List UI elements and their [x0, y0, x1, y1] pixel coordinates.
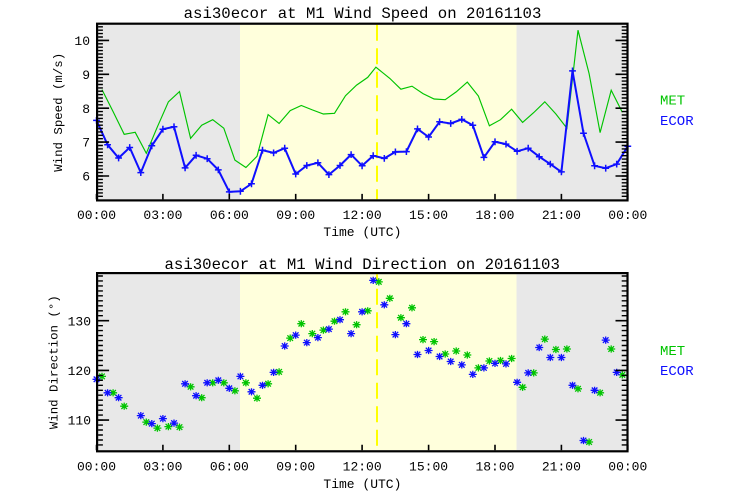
svg-text:06:00: 06:00 — [210, 459, 249, 474]
svg-text:ECOR: ECOR — [660, 364, 694, 380]
svg-text:00:00: 00:00 — [77, 208, 116, 223]
svg-text:10: 10 — [74, 34, 90, 49]
svg-text:8: 8 — [82, 102, 90, 117]
svg-text:Wind Direction (°): Wind Direction (°) — [48, 295, 62, 429]
svg-text:21:00: 21:00 — [542, 459, 581, 474]
svg-text:Wind Speed (m/s): Wind Speed (m/s) — [52, 53, 66, 172]
svg-text:06:00: 06:00 — [210, 208, 249, 223]
svg-text:asi30ecor at M1 Wind Speed on: asi30ecor at M1 Wind Speed on 20161103 — [184, 5, 542, 23]
svg-text:Time (UTC): Time (UTC) — [323, 225, 401, 240]
svg-text:15:00: 15:00 — [409, 459, 448, 474]
svg-text:MET: MET — [660, 94, 685, 110]
svg-text:6: 6 — [82, 170, 90, 185]
svg-text:12:00: 12:00 — [343, 208, 382, 223]
svg-text:110: 110 — [68, 414, 91, 429]
svg-text:7: 7 — [82, 136, 90, 151]
svg-text:15:00: 15:00 — [409, 208, 448, 223]
svg-text:09:00: 09:00 — [276, 459, 315, 474]
svg-text:09:00: 09:00 — [276, 208, 315, 223]
svg-text:03:00: 03:00 — [143, 459, 182, 474]
svg-text:12:00: 12:00 — [343, 459, 382, 474]
svg-text:00:00: 00:00 — [608, 208, 647, 223]
svg-text:9: 9 — [82, 68, 90, 83]
svg-text:asi30ecor at M1 Wind Direction: asi30ecor at M1 Wind Direction on 201611… — [165, 256, 560, 274]
svg-text:130: 130 — [68, 314, 91, 329]
svg-text:03:00: 03:00 — [143, 208, 182, 223]
svg-text:21:00: 21:00 — [542, 208, 581, 223]
svg-text:120: 120 — [68, 364, 91, 379]
svg-text:MET: MET — [660, 344, 685, 360]
svg-text:00:00: 00:00 — [608, 459, 647, 474]
svg-text:18:00: 18:00 — [475, 459, 514, 474]
svg-text:00:00: 00:00 — [77, 459, 116, 474]
svg-text:Time (UTC): Time (UTC) — [323, 477, 401, 492]
svg-text:18:00: 18:00 — [475, 208, 514, 223]
svg-text:ECOR: ECOR — [660, 114, 694, 130]
